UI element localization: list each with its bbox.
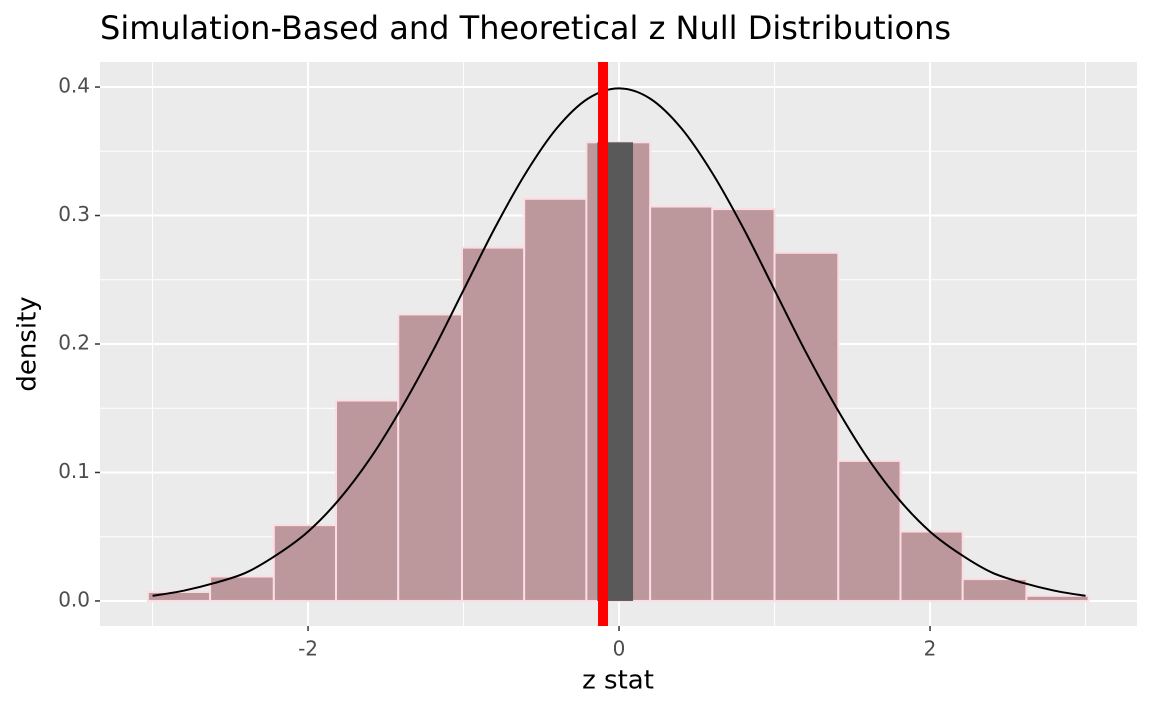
bar	[711, 208, 776, 602]
bar	[961, 578, 1028, 602]
bar	[899, 530, 964, 602]
y-tick-label: 0.1	[58, 459, 90, 483]
y-tick-label: 0.4	[58, 74, 90, 98]
y-tick-label: 0.2	[58, 331, 90, 355]
x-tick-label: 2	[924, 637, 937, 661]
density-curve	[152, 87, 1086, 597]
bar	[837, 459, 902, 602]
x-tick-label: -2	[298, 637, 318, 661]
x-axis-label: z stat	[582, 666, 654, 696]
bar	[146, 590, 212, 602]
bar	[523, 197, 588, 602]
bar	[649, 205, 714, 602]
chart-title: Simulation-Based and Theoretical z Null …	[100, 9, 951, 47]
y-tick-label: 0.3	[58, 202, 90, 226]
bar	[1025, 594, 1090, 602]
bar	[272, 524, 338, 602]
bar	[209, 575, 275, 602]
y-tick-label: 0.0	[58, 587, 90, 611]
bar	[460, 246, 526, 602]
x-tick-label: 0	[613, 637, 626, 661]
y-axis-label: density	[13, 296, 43, 391]
bar	[773, 251, 840, 602]
